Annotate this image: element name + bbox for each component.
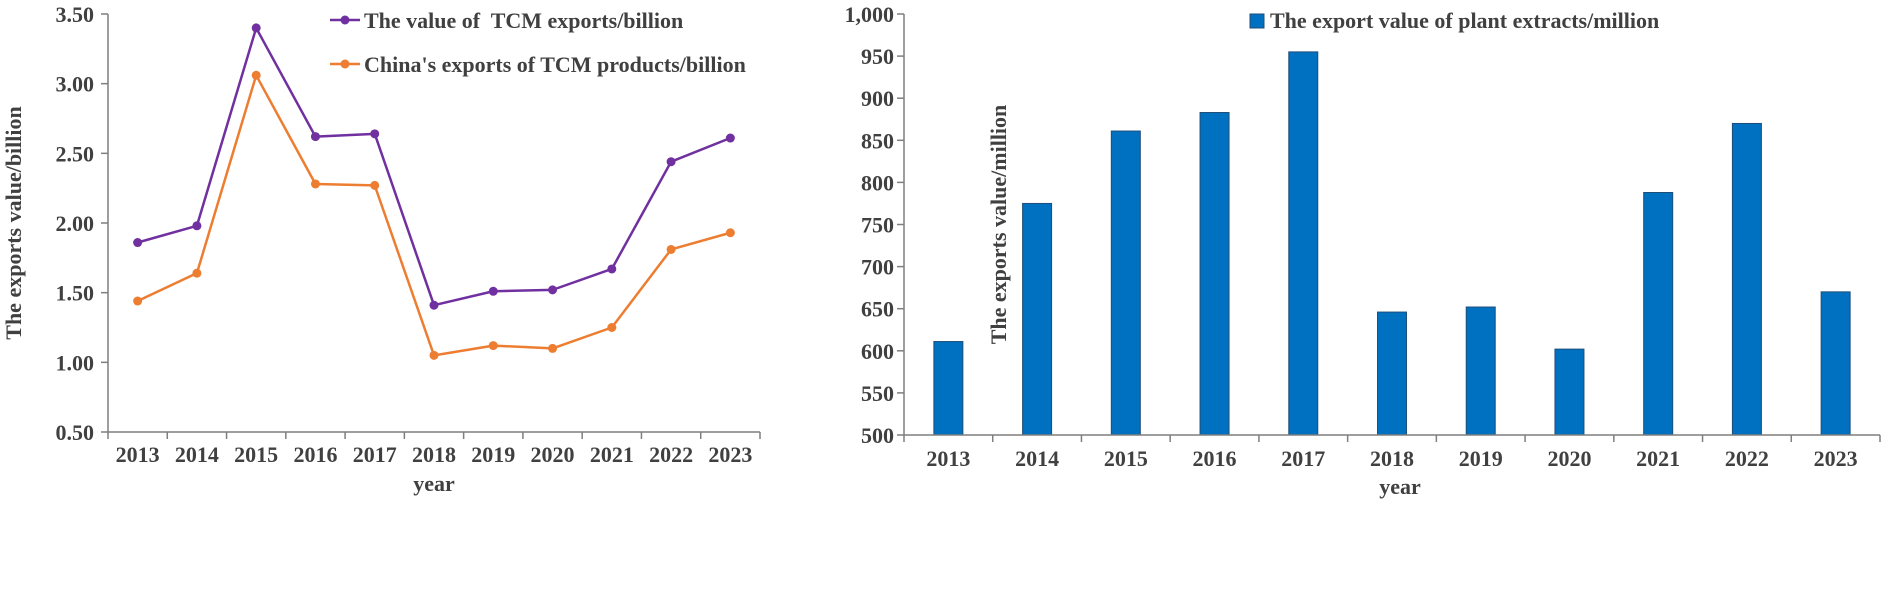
right-y-tick-label: 750: [861, 213, 894, 238]
data-point-the-value-of-tcm-exports-billion-2022: [666, 157, 676, 167]
data-point-china-s-exports-of-tcm-products-billion-2023: [725, 228, 735, 238]
data-point-china-s-exports-of-tcm-products-billion-2017: [370, 180, 380, 190]
data-point-the-value-of-tcm-exports-billion-2018: [429, 300, 439, 310]
right-y-tick-label: 800: [861, 170, 894, 195]
right-y-tick-label: 850: [861, 128, 894, 153]
right-y-tick-label: 1,000: [845, 2, 895, 27]
right-y-tick-label: 500: [861, 423, 894, 448]
left-y-axis-title: The exports value/billion: [1, 106, 26, 339]
right-x-tick-label-2023: 2023: [1814, 446, 1858, 471]
left-x-ticks: 2013 2014 2015 2016 2017 2018 2019 2020 2021 2022…: [107, 432, 761, 467]
data-point-the-value-of-tcm-exports-billion-2013: [133, 238, 143, 248]
right-x-ticks: 2013 2014 2015 2016 2017 2018 2019 2020 2021 2022…: [903, 435, 1881, 471]
bar-2023: [1820, 291, 1851, 436]
right-x-tick-label-2017: 2017: [1281, 446, 1325, 471]
left-series-group: [133, 23, 735, 360]
left-x-tick-label-2020: 2020: [531, 442, 575, 467]
right-bars-group: [933, 51, 1851, 436]
data-point-china-s-exports-of-tcm-products-billion-2021: [607, 323, 617, 332]
bar-2019: [1465, 306, 1496, 436]
right-y-tick-label: 700: [861, 255, 894, 280]
right-x-tick-label-2020: 2020: [1547, 446, 1591, 471]
data-point-china-s-exports-of-tcm-products-billion-2022: [666, 244, 676, 254]
right-x-tick-label-2016: 2016: [1193, 446, 1237, 471]
data-point-china-s-exports-of-tcm-products-billion-2020: [548, 343, 558, 353]
left-x-tick-label-2014: 2014: [175, 442, 219, 467]
right-x-axis-title: year: [1379, 474, 1421, 499]
bar-2020: [1554, 348, 1585, 436]
data-point-the-value-of-tcm-exports-billion-2016: [310, 132, 320, 142]
left-y-tick-label: 1.50: [56, 281, 95, 306]
data-point-china-s-exports-of-tcm-products-billion-2018: [429, 350, 439, 360]
right-y-tick-label: 950: [861, 44, 894, 69]
data-point-the-value-of-tcm-exports-billion-2019: [488, 286, 498, 296]
data-point-china-s-exports-of-tcm-products-billion-2013: [133, 296, 143, 306]
left-x-tick-label-2013: 2013: [116, 442, 160, 467]
legend-label-plant-extracts: The export value of plant extracts/milli…: [1270, 8, 1659, 33]
right-x-tick-label-2013: 2013: [926, 446, 970, 471]
data-point-the-value-of-tcm-exports-billion-2020: [548, 285, 558, 295]
left-y-ticks: 0.50 1.00 1.50 2.00 2.50 3.00 3.50: [56, 2, 108, 445]
legend-label-tcm-exports: The value of TCM exports/billion: [364, 8, 683, 33]
data-point-china-s-exports-of-tcm-products-billion-2015: [251, 70, 261, 80]
right-y-tick-label: 900: [861, 86, 894, 111]
right-x-tick-label-2019: 2019: [1459, 446, 1503, 471]
right-y-axis-title: The exports value/million: [986, 105, 1011, 345]
data-point-the-value-of-tcm-exports-billion-2023: [725, 133, 735, 143]
bar-2022: [1731, 122, 1762, 436]
right-y-tick-label: 600: [861, 339, 894, 364]
left-legend: The value of TCM exports/billion China's…: [330, 8, 746, 77]
left-x-tick-label-2022: 2022: [649, 442, 693, 467]
legend-item-tcm-exports: The value of TCM exports/billion: [330, 8, 683, 33]
right-y-tick-label: 650: [861, 297, 894, 322]
bar-2017: [1288, 51, 1319, 436]
left-y-tick-label: 3.50: [56, 2, 95, 27]
legend-swatch-blue: [1249, 13, 1265, 29]
legend-item-china-tcm-products: China's exports of TCM products/billion: [330, 52, 746, 77]
right-x-tick-label-2018: 2018: [1370, 446, 1414, 471]
line-chart: 0.501.001.502.002.503.003.50 2013 2014 201…: [1, 2, 761, 496]
data-point-the-value-of-tcm-exports-billion-2015: [251, 23, 261, 33]
bar-2015: [1110, 130, 1141, 436]
left-x-tick-label-2016: 2016: [293, 442, 337, 467]
left-x-tick-label-2015: 2015: [234, 442, 278, 467]
legend-label-china-tcm-products: China's exports of TCM products/billion: [364, 52, 746, 77]
left-x-tick-label-2023: 2023: [708, 442, 752, 467]
right-x-tick-label-2022: 2022: [1725, 446, 1769, 471]
left-y-tick-label: 0.50: [56, 420, 95, 445]
right-x-tick-label-2021: 2021: [1636, 446, 1680, 471]
bar-2013: [933, 341, 964, 436]
data-point-china-s-exports-of-tcm-products-billion-2016: [310, 179, 320, 189]
left-y-tick-label: 1.00: [56, 350, 95, 375]
data-point-the-value-of-tcm-exports-billion-2021: [607, 264, 617, 274]
legend-marker-purple: [340, 15, 350, 25]
data-point-the-value-of-tcm-exports-billion-2014: [192, 221, 202, 231]
left-y-tick-label: 2.50: [56, 141, 95, 166]
right-x-tick-label-2015: 2015: [1104, 446, 1148, 471]
bar-chart: 500 550 600 650 700 750 800 850 900 950 1,000 2013…: [845, 2, 1881, 499]
right-legend: The export value of plant extracts/milli…: [1249, 8, 1659, 33]
right-y-ticks: 500 550 600 650 700 750 800 850 900 950 1,000: [845, 2, 904, 448]
left-x-tick-label-2018: 2018: [412, 442, 456, 467]
legend-marker-orange: [340, 59, 350, 69]
bar-2018: [1377, 311, 1407, 436]
left-x-tick-label-2021: 2021: [590, 442, 634, 467]
right-y-tick-label: 550: [861, 381, 894, 406]
data-point-china-s-exports-of-tcm-products-billion-2014: [192, 268, 202, 278]
data-point-china-s-exports-of-tcm-products-billion-2019: [488, 341, 498, 351]
right-x-tick-label-2014: 2014: [1015, 446, 1059, 471]
left-x-axis-title: year: [413, 471, 455, 496]
left-y-tick-label: 3.00: [56, 72, 95, 97]
left-y-tick-label: 2.00: [56, 211, 95, 236]
left-x-tick-label-2019: 2019: [471, 442, 515, 467]
bar-2021: [1643, 192, 1674, 436]
bar-2016: [1199, 112, 1230, 436]
bar-2014: [1022, 202, 1053, 436]
left-x-tick-label-2017: 2017: [353, 442, 397, 467]
data-point-the-value-of-tcm-exports-billion-2017: [370, 129, 380, 139]
